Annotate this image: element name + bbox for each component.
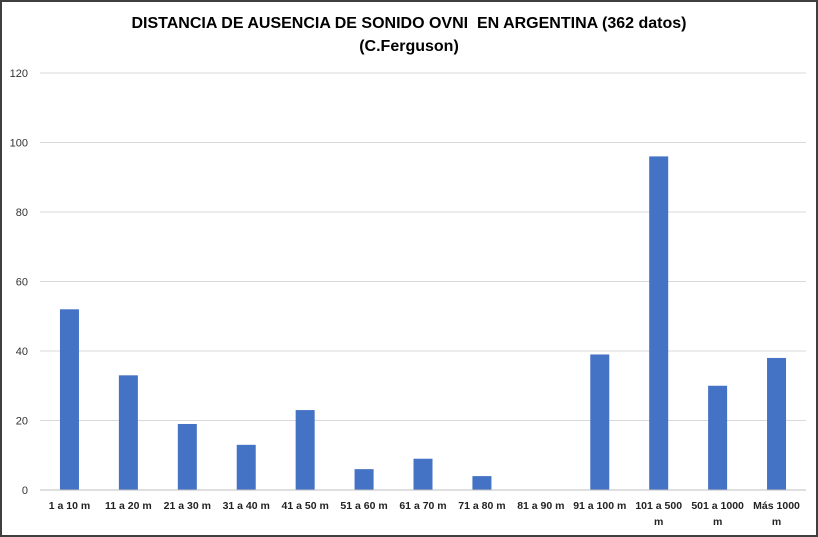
- x-tick-label: m: [772, 516, 781, 528]
- bar: [118, 375, 138, 490]
- bar: [354, 469, 374, 490]
- chart-subtitle: (C.Ferguson): [359, 38, 459, 55]
- x-tick-label: 11 a 20 m: [105, 500, 152, 512]
- bar: [472, 476, 492, 490]
- y-tick-label: 100: [10, 138, 28, 150]
- x-tick-label: 91 a 100 m: [573, 500, 626, 512]
- x-tick-label: 51 a 60 m: [340, 500, 387, 512]
- bar: [295, 410, 315, 490]
- y-tick-label: 20: [16, 416, 28, 428]
- x-tick-label: 31 a 40 m: [223, 500, 270, 512]
- bar: [177, 423, 197, 490]
- x-tick-label: Más 1000: [753, 500, 800, 512]
- bar: [413, 458, 433, 490]
- y-tick-label: 80: [16, 207, 28, 219]
- bar: [767, 357, 787, 490]
- y-tick-label: 60: [16, 277, 28, 289]
- x-tick-label: 501 a 1000: [691, 500, 744, 512]
- x-tick-label: 101 a 500: [635, 500, 682, 512]
- x-tick-label: 61 a 70 m: [399, 500, 446, 512]
- chart-title-block: DISTANCIA DE AUSENCIA DE SONIDO OVNI EN …: [0, 12, 818, 58]
- x-tick-label: 41 a 50 m: [282, 500, 329, 512]
- y-tick-label: 40: [16, 346, 28, 358]
- x-tick-label: m: [713, 516, 722, 528]
- x-tick-label: 1 a 10 m: [49, 500, 90, 512]
- bar: [708, 385, 728, 490]
- bar: [236, 444, 256, 490]
- x-tick-label: m: [654, 516, 663, 528]
- bar: [590, 354, 610, 490]
- y-tick-label: 120: [10, 68, 28, 80]
- bar: [59, 309, 79, 490]
- chart-title: DISTANCIA DE AUSENCIA DE SONIDO OVNI EN …: [131, 15, 687, 32]
- x-tick-label: 71 a 80 m: [458, 500, 505, 512]
- x-tick-label: 21 a 30 m: [164, 500, 211, 512]
- y-tick-label: 0: [22, 485, 28, 497]
- x-tick-label: 81 a 90 m: [517, 500, 564, 512]
- bar: [649, 156, 669, 490]
